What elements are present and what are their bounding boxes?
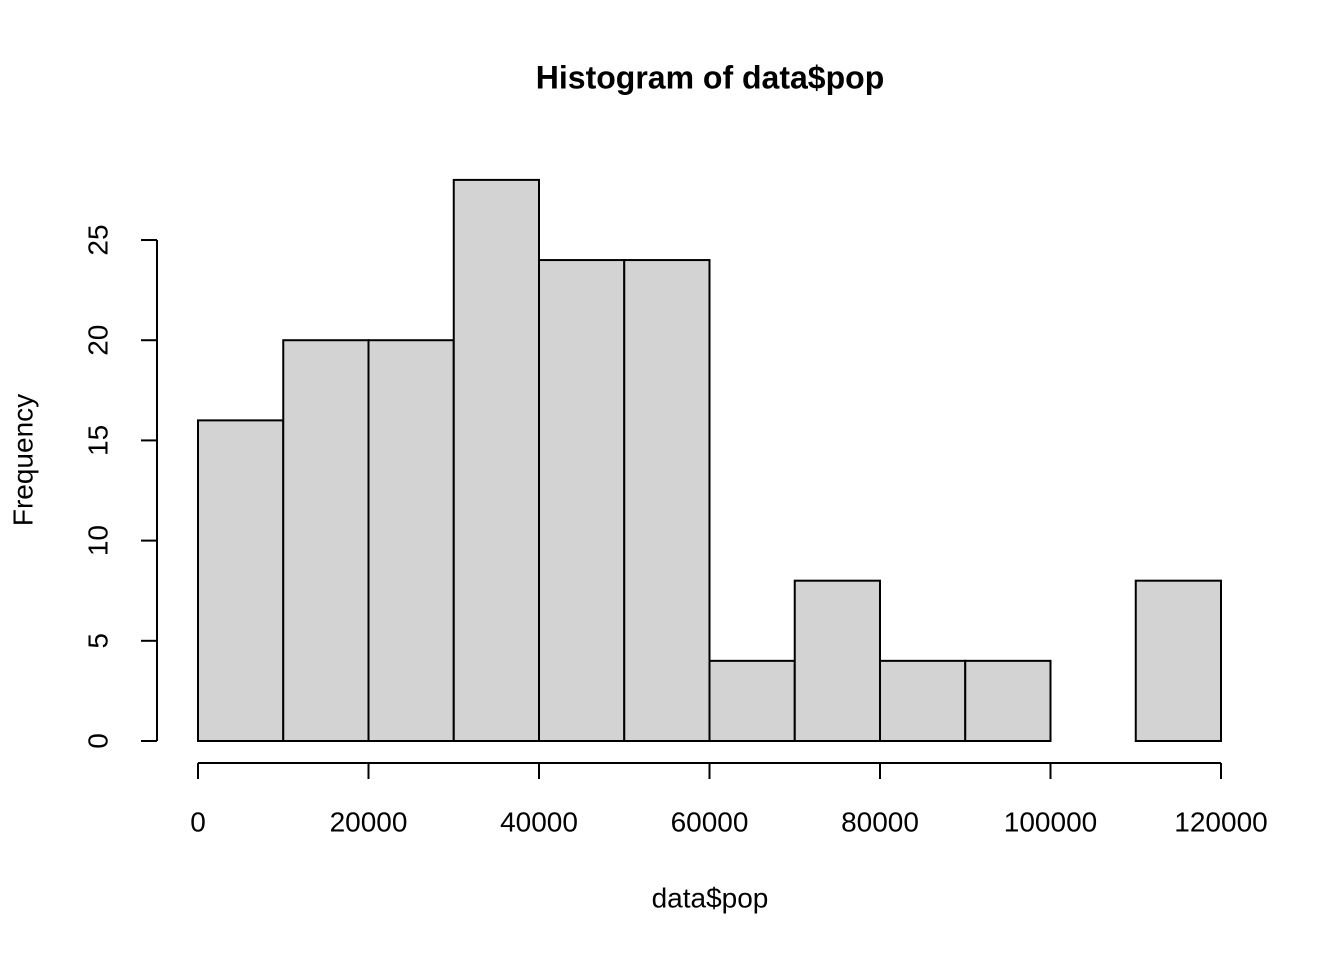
bar xyxy=(879,659,967,742)
y-tick-label: 15 xyxy=(82,425,113,456)
x-tick-label: 100000 xyxy=(1004,806,1097,837)
bar xyxy=(197,419,285,742)
x-tick-label: 0 xyxy=(190,806,206,837)
bar xyxy=(367,339,455,742)
x-tick-label: 20000 xyxy=(330,806,408,837)
bar xyxy=(793,579,881,743)
bar xyxy=(282,339,370,742)
y-tick-label: 20 xyxy=(82,325,113,356)
bar xyxy=(452,178,540,742)
x-tick-label: 120000 xyxy=(1174,806,1267,837)
y-axis-label: Frequency xyxy=(7,394,38,526)
y-tick-label: 5 xyxy=(82,633,113,649)
y-tick-label: 25 xyxy=(82,224,113,255)
x-axis-label: data$pop xyxy=(652,882,769,913)
bar xyxy=(708,659,796,742)
x-tick-label: 60000 xyxy=(671,806,749,837)
y-tick-label: 10 xyxy=(82,525,113,556)
bar xyxy=(1134,579,1222,743)
bar xyxy=(538,259,626,742)
x-tick-label: 80000 xyxy=(841,806,919,837)
bar xyxy=(623,259,711,742)
chart-title: Histogram of data$pop xyxy=(536,59,884,95)
bar xyxy=(964,659,1052,742)
y-tick-label: 0 xyxy=(82,733,113,749)
x-tick-label: 40000 xyxy=(500,806,578,837)
